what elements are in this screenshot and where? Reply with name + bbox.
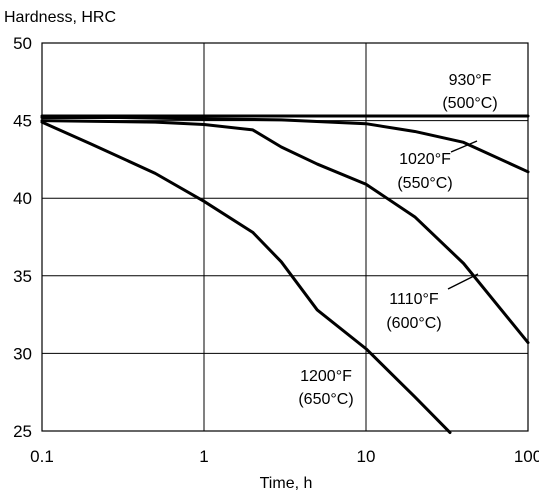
y-tick-label: 35 (13, 267, 32, 286)
series-label-line-1: 1110°F (389, 291, 439, 308)
series-label-line-2: (650°C) (298, 391, 353, 408)
series-label-line-1: 1020°F (399, 151, 451, 168)
series-layer (40, 114, 530, 435)
y-tick-label: 45 (13, 112, 32, 131)
plot-border (41, 42, 529, 432)
series-label-line-2: (500°C) (442, 95, 497, 112)
y-axis-label: Hardness, HRC (4, 9, 116, 26)
x-tick-label: 10 (357, 447, 376, 466)
series-1200f-line (40, 120, 452, 435)
x-tick-label: 100 (514, 447, 539, 466)
y-tick-label: 50 (13, 34, 32, 53)
annotation-leader-line (447, 273, 479, 290)
y-tick-label: 40 (13, 189, 32, 208)
series-label-line-2: (600°C) (386, 315, 441, 332)
series-label-line-1: 930°F (449, 72, 492, 89)
y-tick-label: 30 (13, 344, 32, 363)
series-label-line-1: 1200°F (300, 368, 352, 385)
annotation-leader-line (450, 140, 478, 153)
series-1110f-line (40, 119, 530, 345)
x-axis-label: Time, h (260, 475, 313, 492)
annotation-layer: 930°F (500°C) 1020°F (550°C) 1110°F (600°C) 12… (298, 72, 497, 408)
series-label-line-2: (550°C) (397, 175, 452, 192)
y-tick-label: 25 (13, 422, 32, 441)
x-tick-label: 1 (199, 447, 208, 466)
series-1020f-line (40, 116, 530, 174)
tick-layer: 0.1 1 10 100 25 30 35 40 45 50 (13, 34, 539, 466)
x-tick-label: 0.1 (30, 447, 54, 466)
